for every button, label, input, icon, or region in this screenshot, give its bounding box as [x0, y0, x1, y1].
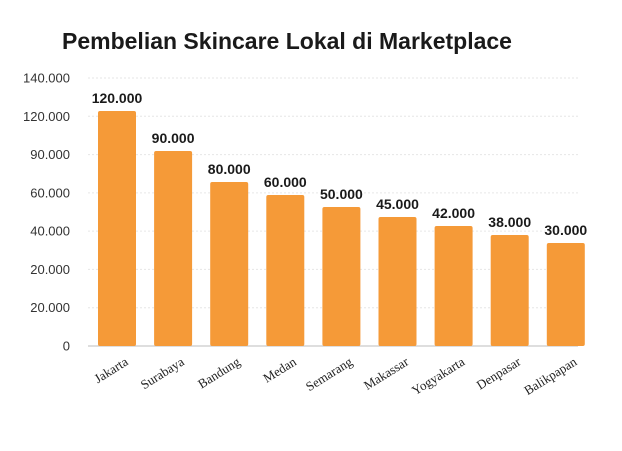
y-tick-label: 120.000: [23, 109, 70, 124]
x-tick-label: Jakarta: [91, 354, 130, 386]
data-label: 45.000: [376, 196, 419, 212]
bar: [490, 235, 529, 346]
y-axis-ticks: 0 20.000 20.000 40.000 60.000 90.000 120.000 14…: [23, 71, 70, 354]
data-labels: 120.000 90.000 80.000 60.000 50.000 45.000 42.…: [92, 90, 588, 238]
bar: [322, 207, 361, 346]
data-label: 80.000: [208, 161, 251, 177]
y-tick-label: 40.000: [30, 224, 70, 239]
data-label: 60.000: [264, 174, 307, 190]
data-label: 30.000: [544, 222, 587, 238]
y-tick-label: 90.000: [30, 147, 70, 162]
x-tick-label: Medan: [260, 354, 299, 386]
x-tick-label: Yogyakarta: [409, 354, 467, 398]
bar: [210, 182, 249, 346]
x-tick-label: Balikpapan: [521, 354, 580, 398]
bars: [98, 111, 585, 346]
y-tick-label: 140.000: [23, 71, 70, 86]
y-tick-label: 0: [63, 339, 70, 354]
data-label: 42.000: [432, 205, 475, 221]
x-axis-ticks: Jakarta Surabaya Bandung Medan Semarang Makas…: [91, 353, 579, 398]
data-label: 50.000: [320, 186, 363, 202]
data-label: 38.000: [488, 214, 531, 230]
bar: [266, 195, 305, 346]
x-tick-label: Bandung: [195, 354, 243, 392]
data-label: 120.000: [92, 90, 143, 106]
bar: [434, 226, 473, 346]
bar: [98, 111, 136, 346]
chart-title: Pembelian Skincare Lokal di Marketplace: [62, 28, 512, 54]
data-label: 90.000: [152, 130, 195, 146]
bar: [546, 243, 585, 346]
x-tick-label: Denpasar: [474, 353, 524, 392]
x-tick-label: Makassar: [361, 353, 412, 392]
y-tick-label: 60.000: [30, 185, 70, 200]
x-tick-label: Semarang: [303, 354, 355, 395]
x-tick-label: Surabaya: [138, 354, 187, 392]
bar: [378, 217, 417, 346]
y-tick-label: 20.000: [30, 262, 70, 277]
bar: [154, 151, 193, 346]
y-tick-label: 20.000: [30, 300, 70, 315]
